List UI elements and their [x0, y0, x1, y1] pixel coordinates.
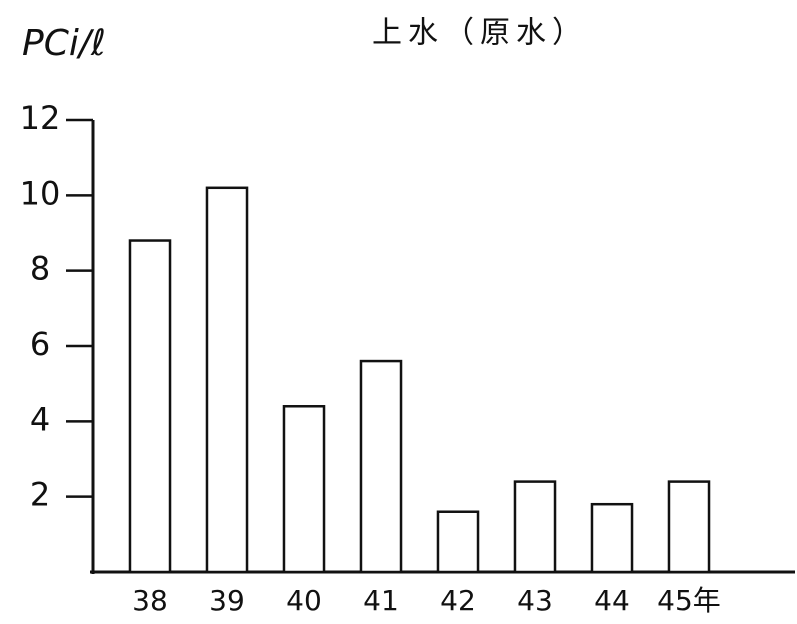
x-tick-label: 44: [594, 584, 630, 617]
x-tick-label: 42: [440, 584, 476, 617]
y-tick-label: 6: [30, 325, 50, 363]
x-tick-label: 38: [132, 584, 168, 617]
y-tick-label: 10: [20, 174, 61, 212]
bar: [284, 406, 324, 572]
x-tick-label: 45年: [657, 584, 721, 617]
y-tick-label: 12: [20, 99, 61, 137]
x-tick-label: 43: [517, 584, 553, 617]
bar: [669, 482, 709, 572]
x-tick-label: 40: [286, 584, 322, 617]
x-tick-label: 39: [209, 584, 245, 617]
chart-title: 上水（原水）: [372, 16, 588, 51]
y-tick-label: 2: [30, 476, 50, 514]
x-tick-label: 41: [363, 584, 399, 617]
bar: [592, 504, 632, 572]
y-tick-label: 8: [30, 250, 50, 288]
y-tick-label: 4: [30, 400, 50, 438]
bar: [361, 361, 401, 572]
bar: [207, 188, 247, 572]
y-axis-label: PCi/ℓ: [22, 23, 106, 64]
bar: [515, 482, 555, 572]
bar: [130, 241, 170, 572]
bar: [438, 512, 478, 572]
chart: 上水（原水） PCi/ℓ 2 4 6 8 10 12 38 39 40 41 42 43 44 45年: [0, 0, 797, 624]
